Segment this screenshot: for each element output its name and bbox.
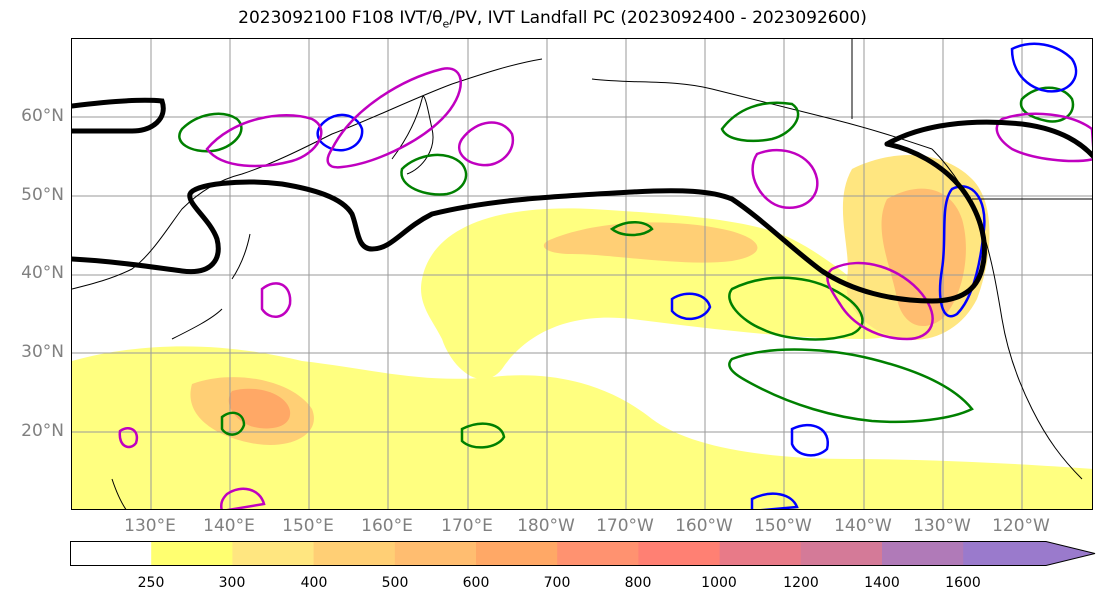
coast-japan xyxy=(171,233,251,340)
colorbar-tick-1600: 1600 xyxy=(945,575,981,591)
lat-label-40n: 40°N xyxy=(21,263,64,283)
lon-label-180w: 180°W xyxy=(517,516,575,536)
map-title: 2023092100 F108 IVT/θe/PV, IVT Landfall … xyxy=(238,8,867,31)
lat-label-20n: 20°N xyxy=(21,421,64,441)
colorbar-tick-800: 800 xyxy=(624,575,652,591)
pv-negative-contours xyxy=(316,42,1078,509)
lon-label-160e: 160°E xyxy=(361,516,413,536)
ivt-region-west-core xyxy=(228,388,291,429)
map-canvas xyxy=(72,39,1092,509)
lon-label-140w: 140°W xyxy=(834,516,892,536)
landfall-contour-main xyxy=(72,141,987,304)
coast-alaska xyxy=(591,78,933,150)
colorbar-segment xyxy=(882,541,964,566)
colorbar-segments xyxy=(70,541,1095,566)
colorbar-tick-250: 250 xyxy=(137,575,165,591)
colorbar-segment xyxy=(557,541,639,566)
lon-label-170e: 170°E xyxy=(441,516,493,536)
colorbar-segment xyxy=(719,541,802,566)
colorbar xyxy=(70,541,1096,566)
ivt-region-central xyxy=(421,208,902,380)
colorbar-outline xyxy=(70,541,1096,566)
coast-philippines xyxy=(111,478,127,509)
colorbar-segment xyxy=(151,541,233,566)
colorbar-segment xyxy=(963,541,1095,566)
colorbar-tick-700: 700 xyxy=(543,575,571,591)
lon-label-160w: 160°W xyxy=(675,516,733,536)
lat-label-60n: 60°N xyxy=(21,106,64,126)
ivt-shading xyxy=(72,155,1092,509)
lon-label-130w: 130°W xyxy=(913,516,971,536)
colorbar-segment xyxy=(70,541,152,566)
colorbar-tick-500: 500 xyxy=(381,575,409,591)
landfall-contour-east xyxy=(884,119,1092,159)
lon-label-140e: 140°E xyxy=(203,516,255,536)
colorbar-tick-600: 600 xyxy=(462,575,490,591)
colorbar-tick-400: 400 xyxy=(300,575,328,591)
ivt-region-subtropics xyxy=(72,346,1092,509)
landfall-pc-contours xyxy=(72,97,1092,304)
colorbar-segment xyxy=(232,541,315,566)
colorbar-segment xyxy=(313,541,396,566)
lat-label-50n: 50°N xyxy=(21,185,64,205)
lon-label-170w: 170°W xyxy=(596,516,654,536)
lon-label-120w: 120°W xyxy=(992,516,1050,536)
colorbar-segment xyxy=(394,541,477,566)
ivt-region-core xyxy=(543,222,758,263)
border-canada-us xyxy=(851,39,1092,200)
colorbar-tick-1000: 1000 xyxy=(701,575,737,591)
map-panel xyxy=(71,38,1093,510)
lon-label-150e: 150°E xyxy=(282,516,334,536)
colorbar-tick-1400: 1400 xyxy=(864,575,900,591)
theta-e-contours xyxy=(178,86,1075,449)
colorbar-tick-1200: 1200 xyxy=(783,575,819,591)
lat-label-30n: 30°N xyxy=(21,342,64,362)
colorbar-tick-300: 300 xyxy=(218,575,246,591)
colorbar-segment xyxy=(800,541,883,566)
lon-label-150w: 150°W xyxy=(754,516,812,536)
colorbar-segment xyxy=(476,541,558,566)
graticule xyxy=(72,39,1092,509)
landfall-contour-north xyxy=(72,97,166,134)
colorbar-segment xyxy=(638,541,721,566)
pv-positive-contours xyxy=(118,67,1092,509)
lon-label-130e: 130°E xyxy=(124,516,176,536)
